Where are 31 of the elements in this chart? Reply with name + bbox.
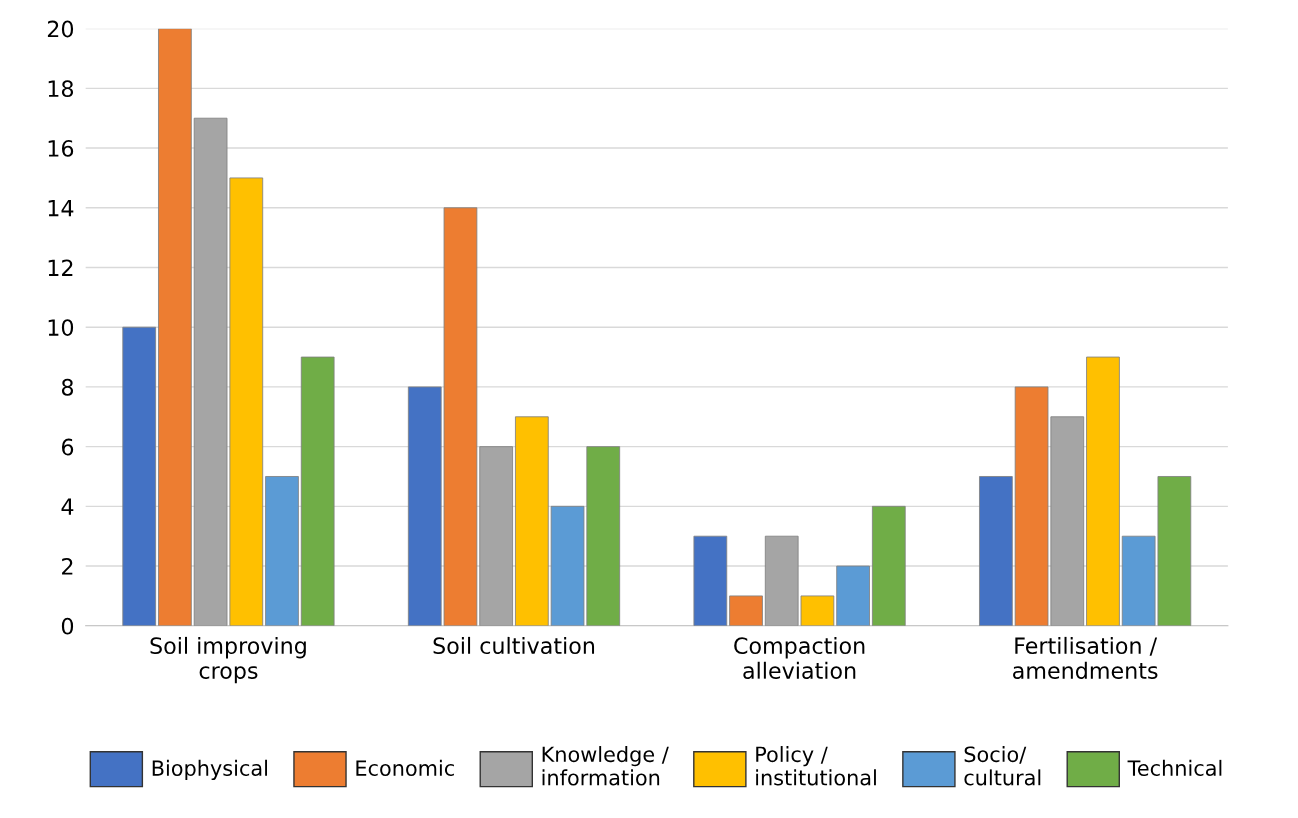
- y-tick-label: 16: [48, 140, 74, 157]
- y-tick-label: 2: [62, 558, 73, 575]
- bar: [836, 565, 870, 626]
- bar: [300, 356, 335, 626]
- y-tick-label: 14: [48, 200, 74, 217]
- y-tick-label: 12: [48, 259, 73, 276]
- x-tick-label: Soil improving crops: [150, 636, 306, 684]
- legend-label: Biophysical: [152, 759, 267, 781]
- y-tick-label: 0: [61, 617, 74, 635]
- legend-label: Policy / institutional: [756, 746, 876, 786]
- y-tick-label: 18: [48, 80, 74, 98]
- y-tick-label: 4: [61, 498, 74, 515]
- bar: [265, 476, 299, 626]
- y-tick-label: 8: [61, 378, 74, 396]
- x-tick-label: Compaction alleviation: [734, 636, 865, 679]
- y-tick-label: 6: [61, 438, 74, 456]
- bar: [693, 535, 728, 626]
- y-tick-label: 10: [48, 319, 74, 336]
- legend-label: Technical: [1127, 759, 1222, 776]
- x-tick-label: Soil cultivation: [433, 636, 595, 655]
- bar: [871, 505, 906, 626]
- bar: [158, 28, 192, 626]
- y-tick-label: 20: [47, 20, 74, 38]
- legend-label: Socio/ cultural: [964, 746, 1041, 786]
- bar: [1086, 356, 1120, 626]
- x-tick-label: Fertilisation / amendments: [1013, 636, 1158, 679]
- bar: [979, 476, 1013, 626]
- legend-label: Economic: [356, 759, 454, 776]
- bar: [122, 326, 157, 626]
- legend-label: Knowledge / information: [542, 746, 669, 786]
- bar: [729, 595, 763, 626]
